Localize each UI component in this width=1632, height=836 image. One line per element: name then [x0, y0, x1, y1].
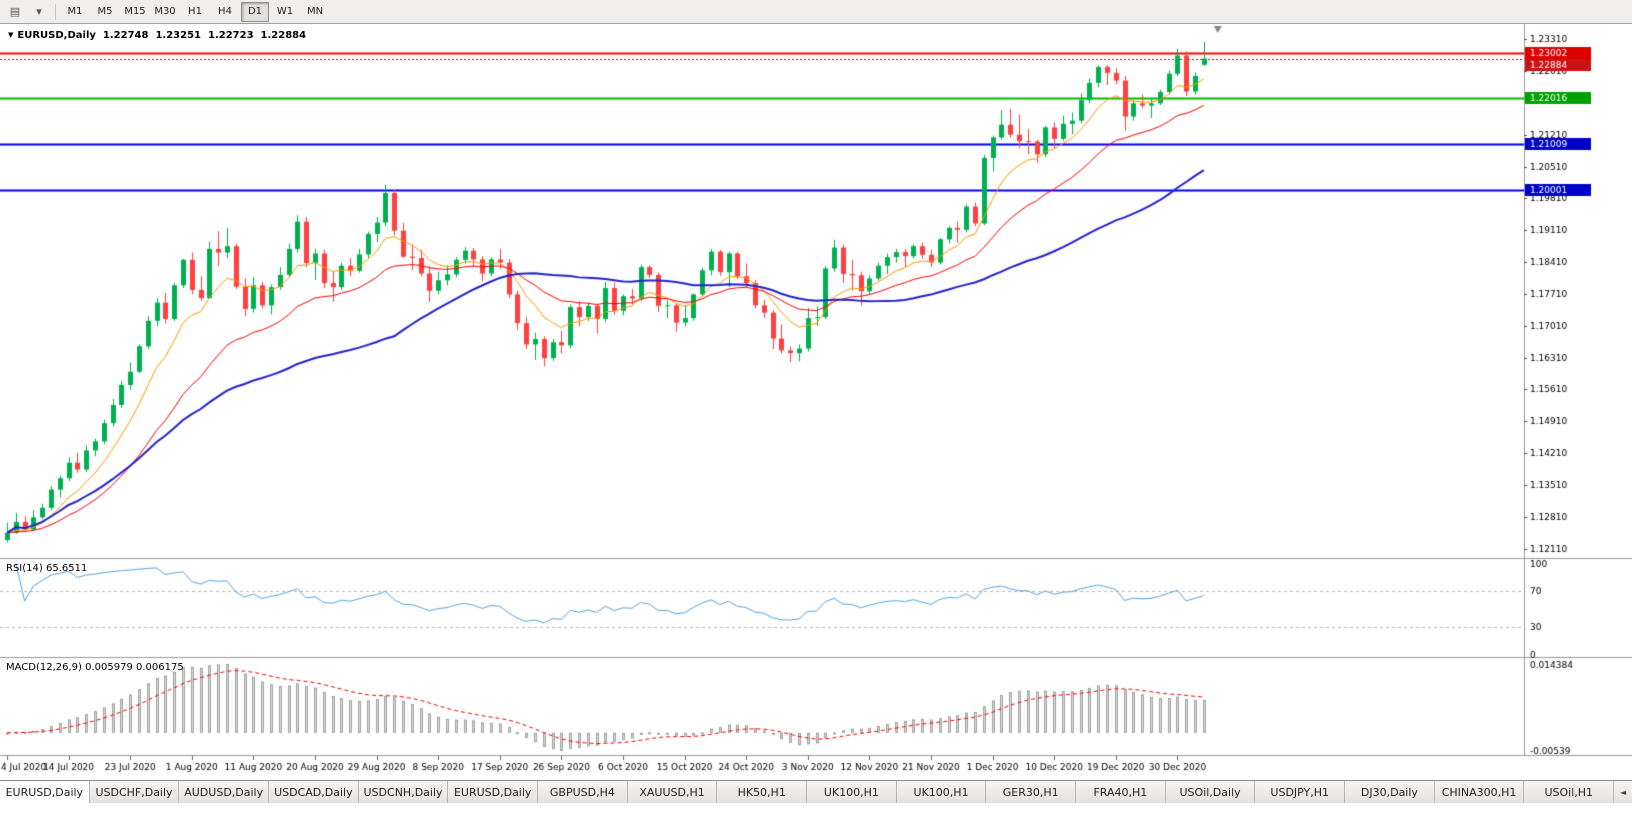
timeframe-button-m1[interactable]: M1 [67, 5, 83, 17]
chart-tab-usoil-h1[interactable]: USOil,H1 [1524, 781, 1615, 803]
timeframe-button-mn[interactable]: MN [306, 5, 324, 17]
chart-tab-uk100-h1[interactable]: UK100,H1 [896, 781, 987, 803]
chart-tab-audusd-daily[interactable]: AUDUSD,Daily [179, 781, 270, 803]
chart-tab-usdchf-daily[interactable]: USDCHF,Daily [89, 781, 180, 803]
timeframe-buttons: M1 M5 M15 M30 H1 H4 D1 W1 MN [60, 1, 330, 22]
chart-tab-ger30-h1[interactable]: GER30,H1 [986, 781, 1077, 803]
dropdown-caret-icon[interactable]: ▾ [36, 5, 42, 18]
chart-tab-usoil-daily[interactable]: USOil,Daily [1165, 781, 1256, 803]
timeframe-button-w1[interactable]: W1 [276, 5, 294, 17]
timeframe-button-m30[interactable]: M30 [154, 5, 176, 17]
chart-tabs-bar: EURUSD,Daily USDCHF,Daily AUDUSD,Daily USDC… [0, 780, 1632, 803]
chart-tab-xauusd-h1[interactable]: XAUUSD,H1 [627, 781, 718, 803]
chart-tab-usdjpy-h1[interactable]: USDJPY,H1 [1255, 781, 1346, 803]
charts-icon[interactable]: ▤ [9, 5, 21, 18]
timeframe-button-d1[interactable]: D1 [241, 1, 269, 22]
chart-tab-china300-h1[interactable]: CHINA300,H1 [1434, 781, 1525, 803]
chart-tab-gbpusd-h4[interactable]: GBPUSD,H4 [538, 781, 628, 803]
chart-tab-dj30-daily[interactable]: DJ30,Daily [1345, 781, 1435, 803]
chart-tab-usdcnh-daily[interactable]: USDCNH,Daily [358, 781, 449, 803]
chart-tab-hk50-h1[interactable]: HK50,H1 [717, 781, 808, 803]
chart-tab-eurusd-daily[interactable]: EURUSD,Daily [0, 781, 90, 803]
timeframe-button-m5[interactable]: M5 [97, 5, 113, 17]
timeframe-button-h1[interactable]: H1 [188, 5, 202, 17]
chart-tab-fra40-h1[interactable]: FRA40,H1 [1076, 781, 1166, 803]
chart-tab-eurusd-daily[interactable]: EURUSD,Daily [448, 781, 539, 803]
chart-window: ▼ EURUSD,Daily 1.22748 1.23251 1.22723 1.2288… [0, 24, 1632, 780]
timeframe-button-m15[interactable]: M15 [124, 5, 146, 17]
tab-scroll-left-button[interactable]: ◄ [1614, 781, 1632, 803]
timeframe-button-h4[interactable]: H4 [218, 5, 232, 17]
toolbar-separator [55, 3, 56, 20]
chart-canvas[interactable] [0, 24, 1632, 780]
chart-tab-usdcad-daily[interactable]: USDCAD,Daily [269, 781, 359, 803]
chart-tab-uk100-h1[interactable]: UK100,H1 [807, 781, 897, 803]
status-area [0, 803, 1632, 836]
timeframe-toolbar: ▤ ▾ M1 M5 M15 M30 H1 H4 D1 W1 MN [0, 0, 1632, 24]
